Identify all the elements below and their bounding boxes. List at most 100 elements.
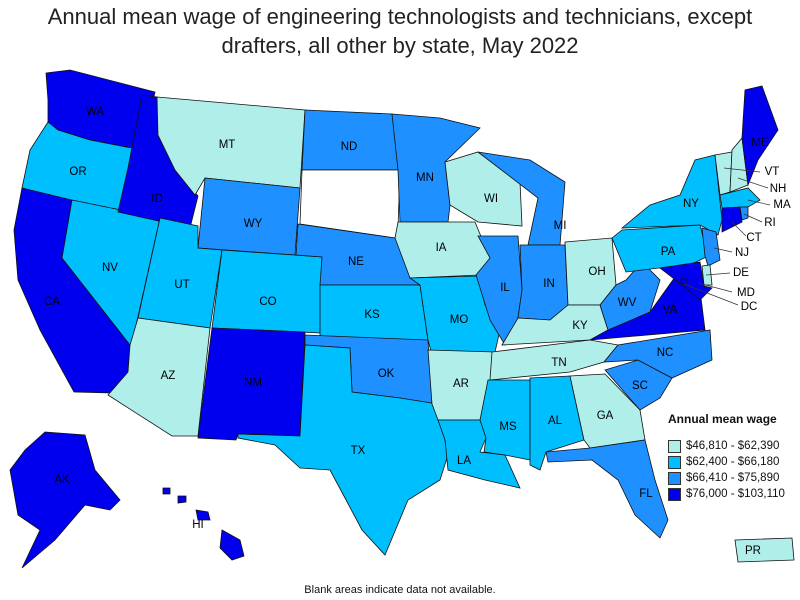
- state-co[interactable]: [211, 249, 324, 334]
- state-ri[interactable]: [739, 206, 749, 221]
- legend-label-2: $62,400 - $66,180: [686, 456, 780, 468]
- legend-label-4: $76,000 - $103,110: [686, 488, 785, 500]
- state-hi-kauai[interactable]: [162, 487, 171, 495]
- label-ia: IA: [436, 242, 447, 254]
- leader-md: [697, 282, 733, 293]
- legend-title: Annual mean wage: [668, 412, 777, 426]
- state-sc[interactable]: [604, 359, 673, 411]
- state-hi-oahu[interactable]: [177, 495, 187, 504]
- state-tx[interactable]: [237, 344, 449, 556]
- label-md: MD: [737, 287, 755, 299]
- label-ct: CT: [746, 232, 761, 244]
- label-mn: MN: [416, 172, 434, 184]
- legend-item: $66,410 - $75,890: [668, 470, 798, 486]
- legend-item: $62,400 - $66,180: [668, 454, 798, 470]
- map-title: Annual mean wage of engineering technolo…: [0, 0, 800, 60]
- label-ga: GA: [597, 410, 614, 422]
- state-ms[interactable]: [479, 379, 531, 461]
- label-hi: HI: [192, 519, 204, 531]
- leader-de: [705, 272, 731, 276]
- legend-item: $76,000 - $103,110: [668, 486, 798, 502]
- map-title-line-2: drafters, all other by state, May 2022: [221, 33, 579, 58]
- state-wv[interactable]: [599, 261, 661, 331]
- leader-ma: [747, 199, 771, 206]
- label-wi: WI: [484, 193, 498, 205]
- label-wv: WV: [618, 297, 637, 309]
- label-vt: VT: [765, 166, 780, 178]
- legend-label-1: $46,810 - $62,390: [686, 440, 780, 452]
- label-wy: WY: [244, 218, 263, 230]
- leader-ct: [731, 221, 747, 237]
- label-mt: MT: [219, 139, 236, 151]
- label-ne: NE: [348, 256, 364, 268]
- label-ky: KY: [572, 320, 588, 332]
- leader-dc: [683, 283, 739, 306]
- label-ut: UT: [174, 279, 189, 291]
- legend-swatch-4: [668, 487, 681, 501]
- state-hi[interactable]: [219, 529, 245, 561]
- label-mo: MO: [450, 314, 469, 326]
- state-nc[interactable]: [603, 329, 713, 379]
- label-ri: RI: [764, 217, 776, 229]
- label-nm: NM: [244, 377, 262, 389]
- legend: Annual mean wage $46,810 - $62,390 $62,4…: [668, 412, 798, 502]
- leader-nj: [713, 247, 733, 253]
- map-title-line-1: Annual mean wage of engineering technolo…: [47, 4, 753, 29]
- legend-item: $46,810 - $62,390: [668, 438, 798, 454]
- state-ct[interactable]: [721, 206, 743, 233]
- label-ny: NY: [683, 198, 699, 210]
- label-co: CO: [259, 296, 276, 308]
- label-fl: FL: [639, 488, 653, 500]
- state-wy[interactable]: [197, 177, 301, 256]
- legend-swatch-3: [668, 471, 681, 485]
- label-az: AZ: [161, 370, 176, 382]
- label-tn: TN: [551, 357, 566, 369]
- label-va: VA: [663, 304, 678, 316]
- label-in: IN: [543, 278, 555, 290]
- label-la: LA: [457, 455, 471, 467]
- leader-vt: [723, 167, 761, 173]
- label-nh: NH: [770, 183, 787, 195]
- label-ma: MA: [773, 199, 791, 211]
- leader-nh: [737, 177, 769, 189]
- label-nj: NJ: [735, 247, 749, 259]
- label-al: AL: [548, 415, 563, 427]
- legend-swatch-1: [668, 439, 681, 453]
- label-ca: CA: [44, 296, 60, 308]
- state-ny[interactable]: [620, 154, 723, 236]
- state-hi-maui[interactable]: [195, 509, 211, 521]
- label-sc: SC: [632, 380, 648, 392]
- label-ar: AR: [453, 378, 469, 390]
- label-ok: OK: [378, 368, 395, 380]
- label-nd: ND: [341, 141, 358, 153]
- label-ks: KS: [364, 309, 380, 321]
- label-me: ME: [751, 137, 769, 149]
- label-dc: DC: [741, 301, 758, 313]
- state-ma[interactable]: [719, 187, 761, 209]
- label-il: IL: [500, 282, 510, 294]
- footnote: Blank areas indicate data not available.: [304, 584, 496, 596]
- label-id: ID: [151, 193, 163, 205]
- legend-swatch-2: [668, 455, 681, 469]
- state-nj[interactable]: [701, 227, 721, 267]
- label-nv: NV: [102, 262, 118, 274]
- label-ak: AK: [54, 474, 70, 486]
- leader-ri: [743, 213, 763, 223]
- label-nc: NC: [657, 347, 674, 359]
- state-pr[interactable]: [734, 537, 795, 563]
- label-de: DE: [733, 267, 749, 279]
- label-ms: MS: [499, 421, 517, 433]
- state-az[interactable]: [107, 317, 211, 437]
- label-tx: TX: [351, 445, 366, 457]
- legend-label-3: $66,410 - $75,890: [686, 472, 780, 484]
- state-dc[interactable]: [680, 278, 687, 285]
- label-wa: WA: [86, 106, 104, 118]
- label-oh: OH: [588, 266, 605, 278]
- state-me[interactable]: [741, 85, 779, 187]
- label-pr: PR: [745, 545, 761, 557]
- state-fl[interactable]: [545, 439, 669, 539]
- state-nd[interactable]: [301, 109, 401, 171]
- label-mi: MI: [554, 220, 567, 232]
- state-ak[interactable]: [9, 431, 121, 569]
